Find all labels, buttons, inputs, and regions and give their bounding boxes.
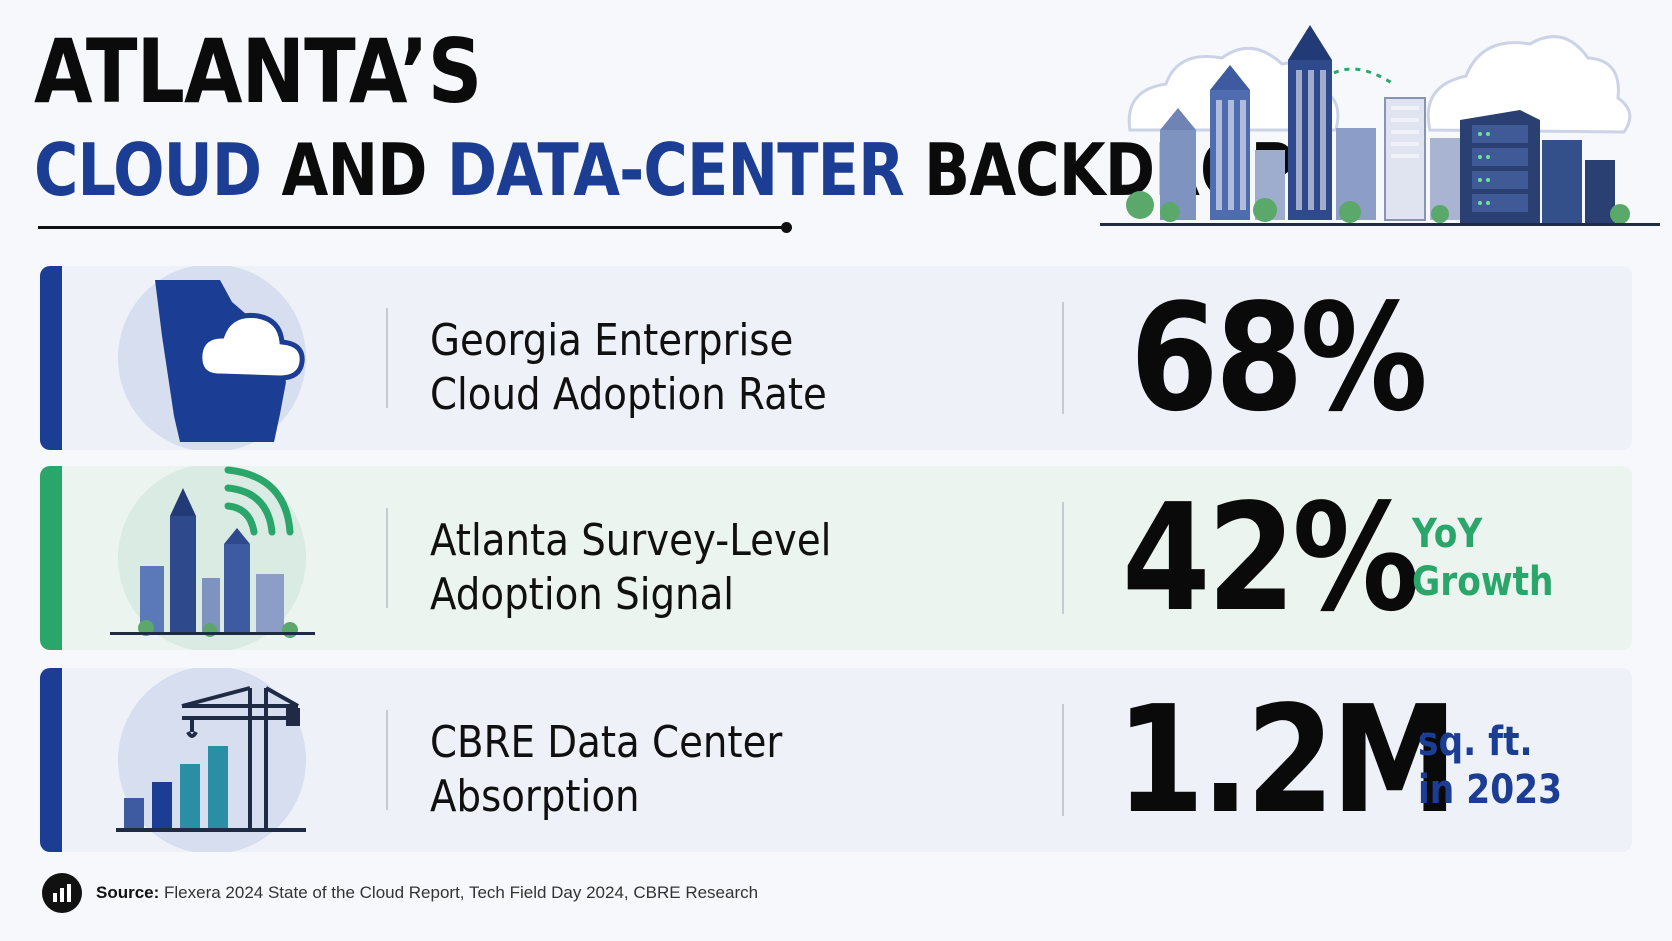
stat-label-line-1: Georgia Enterprise xyxy=(430,315,794,366)
stat-unit-line-1: sq. ft. xyxy=(1418,719,1533,765)
stat-card-adoption-signal: Atlanta Survey-Level Adoption Signal 42%… xyxy=(40,466,1632,650)
stat-value: 42% xyxy=(1122,472,1420,644)
title-cloud: CLOUD xyxy=(34,128,262,212)
card-divider xyxy=(1062,302,1064,414)
skyline-illustration xyxy=(1100,25,1660,226)
stat-label-line-1: Atlanta Survey-Level xyxy=(430,515,832,566)
title-line-1: ATLANTA’S xyxy=(34,20,482,123)
stat-card-absorption: CBRE Data Center Absorption 1.2M sq. ft.… xyxy=(40,668,1632,852)
source-footer: Source: Flexera 2024 State of the Cloud … xyxy=(42,873,758,913)
page-title: ATLANTA’S CLOUD AND DATA-CENTER BACKDROP xyxy=(34,20,1295,209)
card-divider xyxy=(386,308,388,408)
card-divider xyxy=(1062,502,1064,614)
card-accent-bar xyxy=(40,266,62,450)
card-divider xyxy=(1062,704,1064,816)
stat-label-line-2: Cloud Adoption Rate xyxy=(430,369,827,420)
card-divider xyxy=(386,508,388,608)
stat-label-line-2: Adoption Signal xyxy=(430,569,735,620)
card-divider xyxy=(386,710,388,810)
stat-card-cloud-adoption: Georgia Enterprise Cloud Adoption Rate 6… xyxy=(40,266,1632,450)
source-label: Source: xyxy=(96,883,160,902)
stat-value: 1.2M xyxy=(1116,674,1458,846)
stat-unit: YoY Growth xyxy=(1412,510,1554,606)
title-data-center: DATA-CENTER xyxy=(446,128,905,212)
stat-label: CBRE Data Center Absorption xyxy=(430,716,923,824)
bar-chart-icon xyxy=(42,873,82,913)
source-text: Source: Flexera 2024 State of the Cloud … xyxy=(96,883,758,903)
stat-label: Georgia Enterprise Cloud Adoption Rate xyxy=(430,314,923,422)
stat-label-line-2: Absorption xyxy=(430,771,640,822)
title-and: AND xyxy=(261,128,447,212)
title-line-2: CLOUD AND DATA-CENTER BACKDROP xyxy=(34,132,1295,208)
stat-unit-line-2: in 2023 xyxy=(1418,767,1563,813)
stat-unit-line-2: Growth xyxy=(1412,559,1554,605)
crane-chart-icon xyxy=(116,668,306,852)
stat-unit-line-1: YoY xyxy=(1412,511,1483,557)
title-underline-dot xyxy=(781,222,792,233)
stat-value: 68% xyxy=(1130,272,1428,444)
stat-unit: sq. ft. in 2023 xyxy=(1418,718,1562,814)
city-signal-icon xyxy=(110,466,315,650)
source-citations: Flexera 2024 State of the Cloud Report, … xyxy=(159,883,759,902)
stat-label: Atlanta Survey-Level Adoption Signal xyxy=(430,514,923,622)
card-accent-bar xyxy=(40,668,62,852)
stat-label-line-1: CBRE Data Center xyxy=(430,717,783,768)
card-accent-bar xyxy=(40,466,62,650)
georgia-cloud-icon xyxy=(118,266,306,450)
title-underline xyxy=(38,226,788,229)
